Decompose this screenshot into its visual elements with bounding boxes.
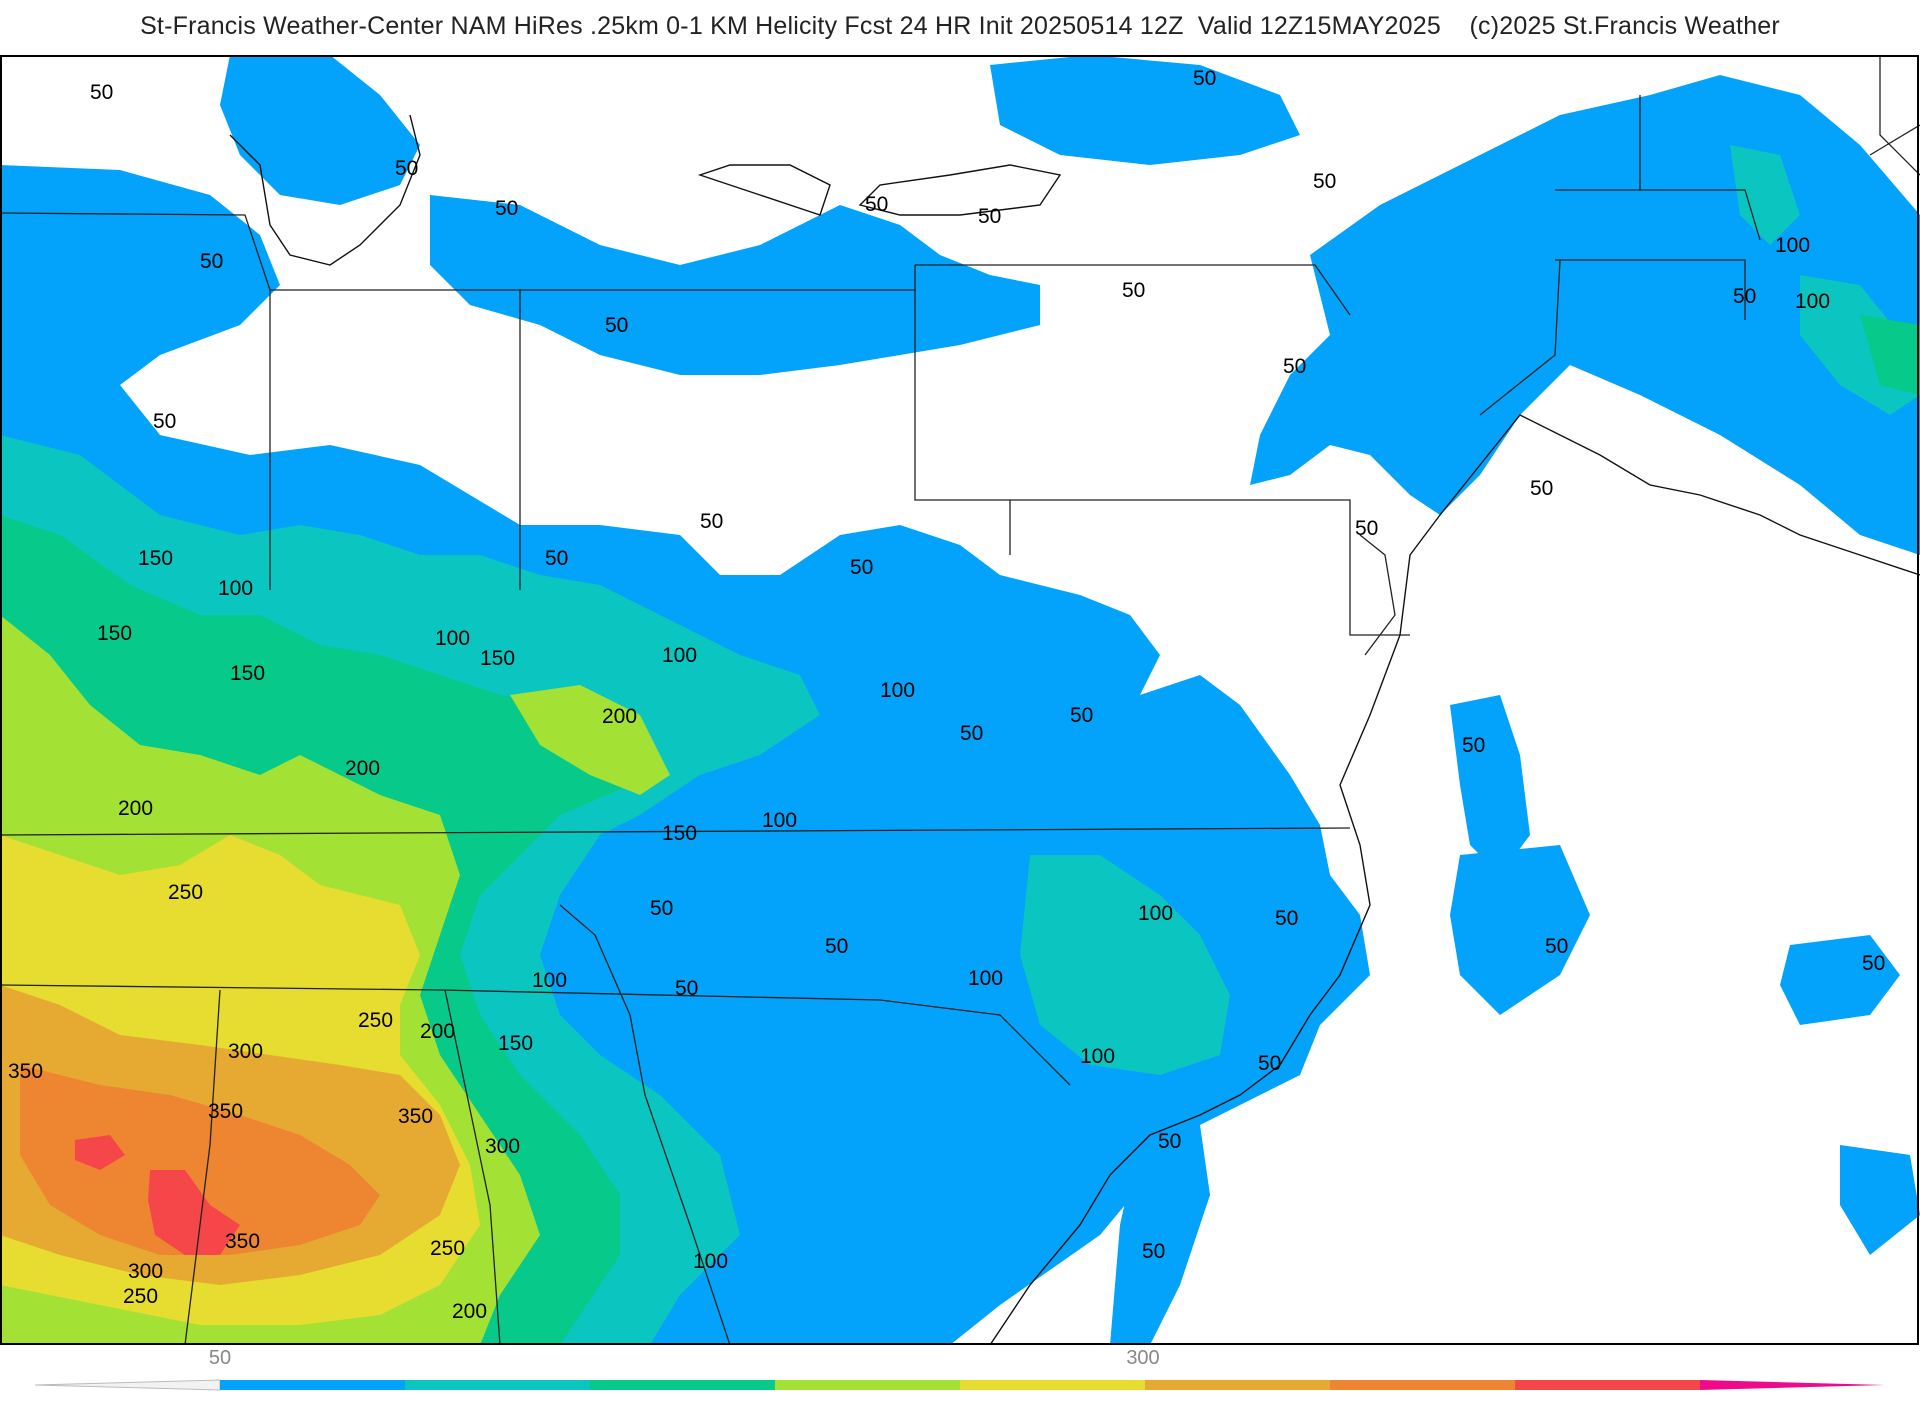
colorbar-left-arrow [34, 1379, 221, 1391]
contour-label: 50 [1258, 1052, 1281, 1075]
contour-label: 50 [825, 935, 848, 958]
contour-label: 50 [1193, 67, 1216, 90]
contour-label: 50 [200, 250, 223, 273]
contour-label: 100 [1080, 1045, 1115, 1068]
contour-label: 250 [168, 881, 203, 904]
contour-label: 50 [650, 897, 673, 920]
colorbar-segments [220, 1380, 1700, 1390]
contour-label: 350 [8, 1060, 43, 1083]
contour-label: 100 [532, 969, 567, 992]
contour-label: 50 [495, 197, 518, 220]
colorbar-segment [220, 1380, 405, 1390]
contour-label: 350 [398, 1105, 433, 1128]
helicity-fill-400 [75, 1135, 240, 1255]
contour-label: 50 [1122, 279, 1145, 302]
helicity-fill-350 [20, 1065, 380, 1255]
contour-label: 150 [138, 547, 173, 570]
contour-label: 150 [498, 1032, 533, 1055]
contour-label: 200 [420, 1020, 455, 1043]
contour-labels: 50 50 50 50 50 50 50 50 50 50 50 50 50 5… [8, 67, 1885, 1323]
contour-label: 150 [480, 647, 515, 670]
state-borders [0, 55, 1920, 1345]
contour-label: 50 [1275, 907, 1298, 930]
contour-label: 300 [228, 1040, 263, 1063]
colorbar-segment [405, 1380, 590, 1390]
colorbar-segment [590, 1380, 775, 1390]
contour-label: 300 [128, 1260, 163, 1283]
contour-label: 100 [218, 577, 253, 600]
contour-label: 100 [762, 809, 797, 832]
contour-label: 350 [225, 1230, 260, 1253]
contour-label: 50 [395, 157, 418, 180]
contour-label: 50 [90, 81, 113, 104]
contour-label: 50 [1283, 355, 1306, 378]
colorbar-segment [960, 1380, 1145, 1390]
contour-label: 50 [545, 547, 568, 570]
contour-label: 50 [1313, 170, 1336, 193]
contour-label: 50 [1462, 734, 1485, 757]
contour-label: 250 [358, 1009, 393, 1032]
colorbar-tick-label: 50 [209, 1347, 231, 1369]
contour-label: 50 [153, 410, 176, 433]
contour-label: 50 [700, 510, 723, 533]
contour-label: 150 [97, 622, 132, 645]
contour-label: 100 [880, 679, 915, 702]
contour-label: 300 [485, 1135, 520, 1158]
contour-label: 50 [1545, 935, 1568, 958]
coastline [229, 114, 1920, 1345]
contour-label: 250 [430, 1237, 465, 1260]
colorbar-segment [1515, 1380, 1700, 1390]
contour-label: 50 [1733, 285, 1756, 308]
contour-label: 50 [865, 193, 888, 216]
colorbar-tick-label: 300 [1126, 1347, 1159, 1369]
contour-label: 200 [118, 797, 153, 820]
contour-label: 50 [605, 314, 628, 337]
map-title: St-Francis Weather-Center NAM HiRes .25k… [140, 12, 1780, 40]
contour-label: 50 [1158, 1130, 1181, 1153]
colorbar-right-arrow [1700, 1380, 1885, 1390]
contour-label: 150 [230, 662, 265, 685]
contour-label: 50 [850, 556, 873, 579]
contour-label: 50 [1070, 704, 1093, 727]
map-frame [0, 55, 1919, 1345]
contour-label: 100 [968, 967, 1003, 990]
contour-label: 100 [1795, 290, 1830, 313]
contour-label: 50 [1355, 517, 1378, 540]
contour-label: 50 [960, 722, 983, 745]
contour-label: 100 [1138, 902, 1173, 925]
colorbar-segment [1330, 1380, 1515, 1390]
contour-label: 50 [675, 977, 698, 1000]
contour-label: 100 [435, 627, 470, 650]
contour-label: 50 [1530, 477, 1553, 500]
contour-label: 100 [1775, 234, 1810, 257]
contour-label: 200 [452, 1300, 487, 1323]
contour-label: 50 [1862, 952, 1885, 975]
contour-label: 350 [208, 1100, 243, 1123]
contour-label: 100 [662, 644, 697, 667]
helicity-map: 50 50 50 50 50 50 50 50 50 50 50 50 50 5… [0, 55, 1920, 1345]
contour-label: 200 [602, 705, 637, 728]
contour-label: 250 [123, 1285, 158, 1308]
contour-label: 150 [662, 822, 697, 845]
contour-label: 100 [693, 1250, 728, 1273]
contour-label: 200 [345, 757, 380, 780]
colorbar-segment [1145, 1380, 1330, 1390]
contour-label: 50 [978, 205, 1001, 228]
colorbar: 50 300 [0, 1345, 1920, 1400]
contour-label: 50 [1142, 1240, 1165, 1263]
colorbar-segment [775, 1380, 960, 1390]
